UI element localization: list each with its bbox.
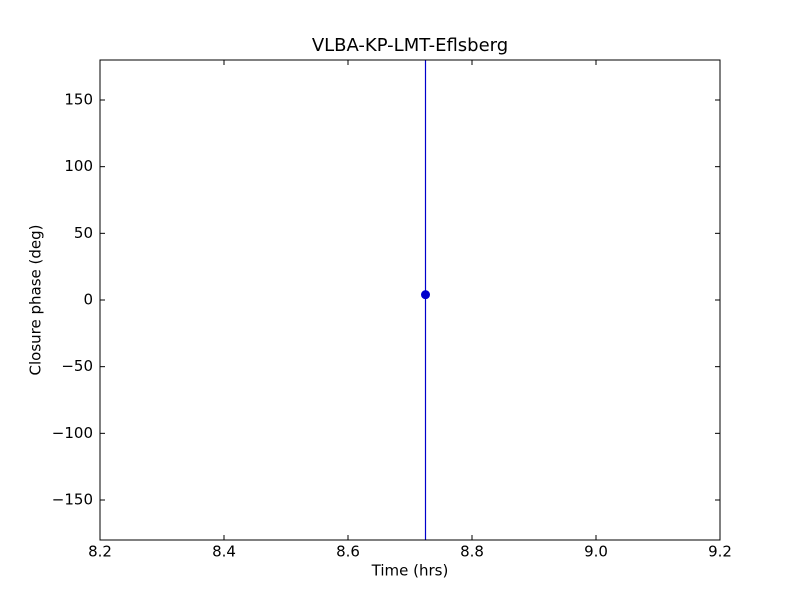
y-tick-label: −100 (52, 424, 93, 442)
y-tick-label: 100 (64, 157, 93, 175)
x-tick-label: 9.0 (584, 543, 608, 561)
x-tick-label: 8.4 (212, 543, 236, 561)
y-tick-label: 0 (83, 291, 93, 309)
x-tick-label: 8.8 (460, 543, 484, 561)
y-tick-label: −50 (61, 357, 93, 375)
x-axis-label: Time (hrs) (371, 562, 449, 580)
data-point (421, 290, 430, 300)
y-tick-label: 150 (64, 91, 93, 109)
y-axis-label: Closure phase (deg) (27, 225, 45, 376)
x-tick-label: 8.2 (88, 543, 112, 561)
y-tick-label: 50 (74, 224, 93, 242)
chart-title: VLBA-KP-LMT-Eflsberg (312, 35, 508, 56)
x-tick-label: 9.2 (708, 543, 732, 561)
x-tick-label: 8.6 (336, 543, 360, 561)
y-tick-label: −150 (52, 491, 93, 509)
